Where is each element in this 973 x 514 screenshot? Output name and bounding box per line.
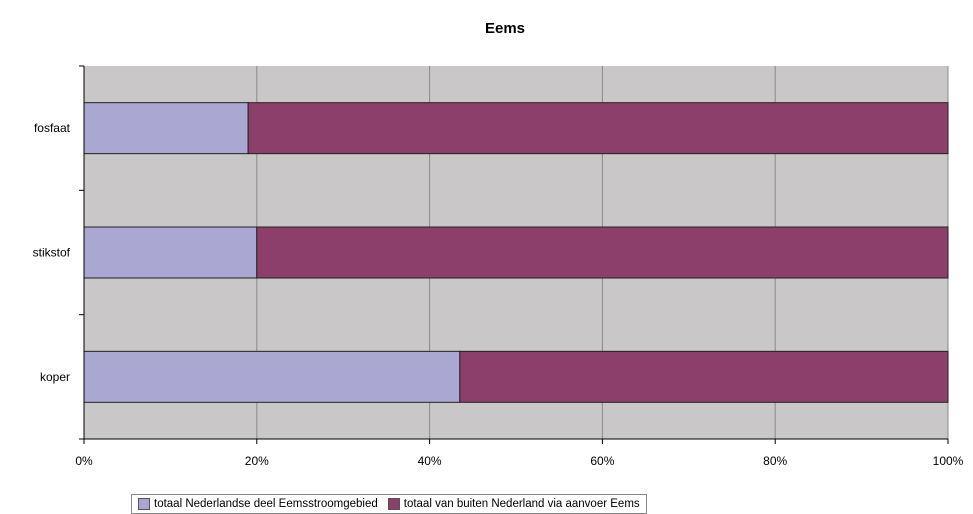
- legend-item-nederland: totaal Nederlandse deel Eemsstroomgebied: [138, 498, 378, 510]
- bar-koper-series-1: [459, 350, 949, 403]
- legend-label-nederland: totaal Nederlandse deel Eemsstroomgebied: [154, 498, 378, 510]
- x-tick-label-4: 80%: [763, 454, 787, 468]
- legend-swatch-nederland: [138, 498, 150, 510]
- x-tick-label-5: 100%: [933, 454, 964, 468]
- legend-swatch-buiten-nederland: [387, 498, 400, 510]
- y-tick-label-stikstof: stikstof: [33, 246, 71, 260]
- bar-koper-series-0: [83, 350, 461, 403]
- legend: totaal Nederlandse deel Eemsstroomgebied…: [131, 494, 647, 514]
- bar-stikstof-series-0: [83, 226, 258, 279]
- x-tick-label-0: 0%: [75, 454, 93, 468]
- x-tick-label-2: 40%: [418, 454, 442, 468]
- bar-stikstof-series-1: [256, 226, 949, 279]
- legend-item-buiten-nederland: totaal van buiten Nederland via aanvoer …: [387, 498, 640, 510]
- legend-label-buiten-nederland: totaal van buiten Nederland via aanvoer …: [403, 498, 640, 510]
- bars: [83, 102, 949, 403]
- y-tick-label-fosfaat: fosfaat: [34, 121, 71, 135]
- y-tick-label-koper: koper: [40, 370, 70, 384]
- bar-fosfaat-series-0: [83, 102, 249, 155]
- axes: [79, 65, 949, 444]
- x-tick-label-3: 60%: [590, 454, 614, 468]
- bar-fosfaat-series-1: [247, 102, 949, 155]
- tick-labels: 0% 20% 40% 60% 80% 100% fosfaat stikstof koper: [33, 121, 964, 468]
- chart-title: Eems: [485, 20, 525, 37]
- x-tick-label-1: 20%: [245, 454, 269, 468]
